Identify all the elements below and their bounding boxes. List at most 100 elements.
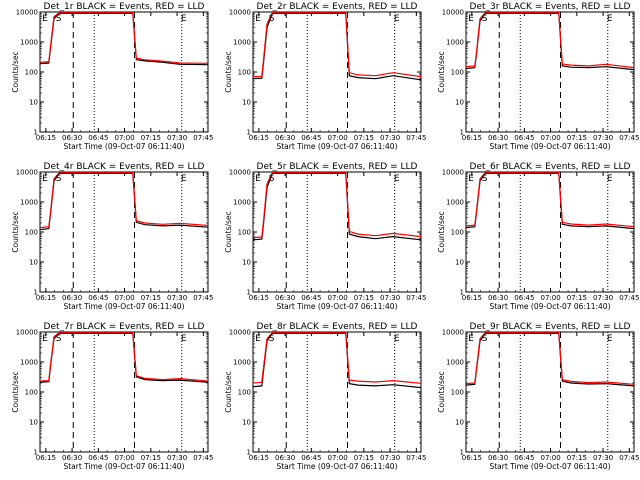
y-tick-label: 100 (451, 229, 464, 237)
y-tick-label: 1000 (446, 39, 464, 47)
annotation-label: E (42, 14, 48, 24)
y-tick-label: 1000 (20, 359, 38, 367)
detector-panel: Det_2r BLACK = Events, RED = LLD 1 10 100 10… (224, 2, 426, 151)
x-tick-label: 06:45 (514, 294, 534, 302)
y-tick-label: 10000 (16, 329, 38, 337)
y-tick-label: 1000 (233, 39, 251, 47)
annotation-label: S (269, 174, 275, 184)
y-axis-label: Counts/sec (437, 211, 446, 252)
annotation-label: S (56, 174, 62, 184)
x-tick-label: 07:30 (593, 134, 613, 142)
x-tick-label: 06:30 (275, 294, 295, 302)
y-tick-label: 1 (247, 449, 251, 457)
plot-frame (39, 171, 209, 293)
x-tick-label: 07:15 (567, 454, 587, 462)
x-tick-label: 06:45 (88, 294, 108, 302)
plot-frame (252, 171, 422, 293)
y-tick-label: 1000 (20, 199, 38, 207)
x-tick-label: 07:30 (167, 454, 187, 462)
x-tick-label: 06:30 (488, 294, 508, 302)
x-tick-label: 07:45 (619, 454, 639, 462)
lld-series-line (253, 332, 421, 384)
x-axis-label: Start Time (09-Oct-07 06:11:40) (63, 302, 184, 311)
y-tick-label: 10000 (229, 9, 251, 17)
annotation-label: S (482, 334, 488, 344)
x-axis-label: Start Time (09-Oct-07 06:11:40) (276, 302, 397, 311)
x-tick-label: 06:45 (301, 454, 321, 462)
x-tick-label: 07:30 (380, 294, 400, 302)
x-tick-label: 06:30 (488, 134, 508, 142)
y-axis-label: Counts/sec (224, 51, 233, 92)
x-tick-label: 06:45 (301, 134, 321, 142)
x-tick-label: 07:15 (141, 454, 161, 462)
x-tick-label: 07:15 (141, 134, 161, 142)
x-tick-label: 07:45 (193, 294, 213, 302)
x-tick-label: 07:45 (406, 454, 426, 462)
plot-frame (465, 331, 635, 453)
y-tick-label: 100 (451, 389, 464, 397)
x-tick-label: 06:30 (62, 294, 82, 302)
annotation-label: E (42, 334, 48, 344)
x-tick-label: 06:30 (62, 134, 82, 142)
lld-series-line (253, 12, 421, 78)
lld-series-line (40, 172, 208, 229)
x-tick-label: 07:30 (380, 134, 400, 142)
x-tick-label: 07:00 (114, 134, 134, 142)
plot-frame (252, 331, 422, 453)
x-tick-label: 07:30 (593, 294, 613, 302)
detector-panel: Det_7r BLACK = Events, RED = LLD 1 10 100 10… (11, 322, 213, 471)
lld-series-line (40, 332, 208, 382)
x-tick-label: 07:15 (567, 134, 587, 142)
x-tick-label: 06:30 (62, 454, 82, 462)
x-tick-label: 07:45 (193, 134, 213, 142)
x-tick-label: 06:30 (488, 454, 508, 462)
plot-frame (39, 11, 209, 133)
x-tick-label: 07:00 (327, 454, 347, 462)
y-tick-label: 1 (34, 129, 38, 137)
y-tick-label: 1000 (233, 359, 251, 367)
y-tick-label: 10000 (16, 169, 38, 177)
x-tick-label: 06:15 (36, 454, 56, 462)
y-tick-label: 10 (242, 259, 251, 267)
y-axis-label: Counts/sec (224, 371, 233, 412)
panel-title: Det_9r BLACK = Events, RED = LLD (470, 322, 631, 332)
y-tick-label: 1 (460, 129, 464, 137)
panel-title: Det_1r BLACK = Events, RED = LLD (44, 2, 205, 12)
x-tick-label: 06:45 (514, 454, 534, 462)
x-axis-label: Start Time (09-Oct-07 06:11:40) (489, 462, 610, 471)
panel-title: Det_8r BLACK = Events, RED = LLD (257, 322, 418, 332)
panel-title: Det_2r BLACK = Events, RED = LLD (257, 2, 418, 12)
x-tick-label: 06:45 (301, 294, 321, 302)
annotation-label: E (255, 14, 261, 24)
y-axis-label: Counts/sec (437, 371, 446, 412)
y-tick-label: 1 (34, 449, 38, 457)
annotation-label: E (255, 174, 261, 184)
x-tick-label: 06:45 (88, 134, 108, 142)
y-tick-label: 1 (247, 129, 251, 137)
x-tick-label: 06:15 (249, 294, 269, 302)
x-tick-label: 07:15 (354, 454, 374, 462)
y-tick-label: 10 (455, 419, 464, 427)
y-axis-label: Counts/sec (11, 51, 20, 92)
x-tick-label: 06:15 (462, 454, 482, 462)
annotation-label: E (181, 14, 187, 24)
y-tick-label: 10000 (229, 329, 251, 337)
y-axis-label: Counts/sec (437, 51, 446, 92)
detector-panel: Det_3r BLACK = Events, RED = LLD 1 10 100 10… (437, 2, 639, 151)
annotation-label: E (394, 14, 400, 24)
panel-title: Det_5r BLACK = Events, RED = LLD (257, 162, 418, 172)
annotation-label: E (468, 334, 474, 344)
annotation-label: E (42, 174, 48, 184)
x-tick-label: 07:30 (167, 134, 187, 142)
y-tick-label: 1 (460, 289, 464, 297)
detector-panel: Det_5r BLACK = Events, RED = LLD 1 10 100 10… (224, 162, 426, 311)
panel-title: Det_3r BLACK = Events, RED = LLD (470, 2, 631, 12)
plot-frame (465, 171, 635, 293)
y-tick-label: 10 (242, 99, 251, 107)
x-tick-label: 06:15 (249, 134, 269, 142)
y-tick-label: 10000 (442, 169, 464, 177)
x-tick-label: 07:15 (354, 134, 374, 142)
lld-series-line (466, 12, 634, 69)
x-tick-label: 07:00 (114, 294, 134, 302)
